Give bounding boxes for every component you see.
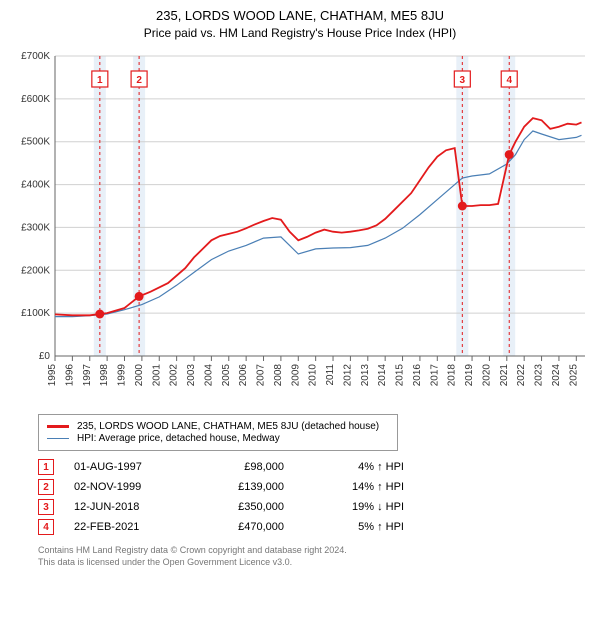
svg-text:2022: 2022: [516, 364, 527, 387]
svg-text:2001: 2001: [151, 364, 162, 387]
svg-text:2005: 2005: [221, 364, 232, 387]
svg-text:2013: 2013: [360, 364, 371, 387]
sale-price: £350,000: [204, 501, 284, 513]
svg-text:2021: 2021: [499, 364, 510, 387]
svg-text:2006: 2006: [238, 364, 249, 387]
svg-text:2012: 2012: [342, 364, 353, 387]
svg-text:£300K: £300K: [21, 222, 50, 233]
svg-text:2: 2: [136, 75, 142, 86]
svg-text:2025: 2025: [568, 364, 579, 387]
svg-text:2019: 2019: [464, 364, 475, 387]
sale-price: £139,000: [204, 481, 284, 493]
svg-text:4: 4: [506, 75, 512, 86]
svg-text:2014: 2014: [377, 364, 388, 387]
svg-text:1: 1: [97, 75, 103, 86]
attribution-footer: Contains HM Land Registry data © Crown c…: [38, 545, 590, 568]
sale-row: 1 01-AUG-1997 £98,000 4% ↑ HPI: [38, 459, 590, 475]
sale-pct: 14% ↑ HPI: [304, 481, 404, 493]
svg-text:1997: 1997: [82, 364, 93, 387]
svg-text:£200K: £200K: [21, 265, 50, 276]
svg-text:1998: 1998: [99, 364, 110, 387]
sale-pct: 4% ↑ HPI: [304, 461, 404, 473]
sale-date: 22-FEB-2021: [74, 521, 184, 533]
svg-text:£600K: £600K: [21, 94, 50, 105]
svg-text:2010: 2010: [308, 364, 319, 387]
sale-date: 02-NOV-1999: [74, 481, 184, 493]
svg-text:£700K: £700K: [21, 51, 50, 62]
sale-row: 3 12-JUN-2018 £350,000 19% ↓ HPI: [38, 499, 590, 515]
svg-text:2024: 2024: [551, 364, 562, 387]
legend-label: HPI: Average price, detached house, Medw…: [77, 433, 280, 444]
svg-text:2002: 2002: [169, 364, 180, 387]
sales-table: 1 01-AUG-1997 £98,000 4% ↑ HPI 2 02-NOV-1999 £…: [10, 459, 590, 535]
sale-marker-box: 3: [38, 499, 54, 515]
svg-text:2015: 2015: [395, 364, 406, 387]
sale-marker-box: 1: [38, 459, 54, 475]
svg-text:2011: 2011: [325, 364, 336, 386]
svg-text:2020: 2020: [481, 364, 492, 387]
sale-marker-box: 4: [38, 519, 54, 535]
sale-price: £98,000: [204, 461, 284, 473]
svg-text:2009: 2009: [290, 364, 301, 387]
legend-item: 235, LORDS WOOD LANE, CHATHAM, ME5 8JU (…: [47, 421, 389, 432]
svg-text:£400K: £400K: [21, 180, 50, 191]
svg-text:2003: 2003: [186, 364, 197, 387]
chart-title: 235, LORDS WOOD LANE, CHATHAM, ME5 8JU: [10, 8, 590, 23]
chart-container: 235, LORDS WOOD LANE, CHATHAM, ME5 8JU P…: [0, 0, 600, 576]
svg-text:1996: 1996: [64, 364, 75, 387]
legend-swatch: [47, 438, 69, 440]
legend-item: HPI: Average price, detached house, Medw…: [47, 433, 389, 444]
chart-plot: £0 £100K £200K £300K £400K £500K £600K £700K 199…: [10, 46, 590, 406]
sale-pct: 19% ↓ HPI: [304, 501, 404, 513]
svg-text:3: 3: [460, 75, 466, 86]
svg-text:£0: £0: [39, 351, 51, 362]
sale-date: 12-JUN-2018: [74, 501, 184, 513]
footer-line-1: Contains HM Land Registry data © Crown c…: [38, 545, 590, 557]
svg-text:1995: 1995: [47, 364, 58, 387]
sale-pct: 5% ↑ HPI: [304, 521, 404, 533]
sale-row: 4 22-FEB-2021 £470,000 5% ↑ HPI: [38, 519, 590, 535]
svg-text:£500K: £500K: [21, 137, 50, 148]
footer-line-2: This data is licensed under the Open Gov…: [38, 557, 590, 569]
legend: 235, LORDS WOOD LANE, CHATHAM, ME5 8JU (…: [38, 414, 398, 451]
svg-text:£100K: £100K: [21, 308, 50, 319]
svg-text:2018: 2018: [447, 364, 458, 387]
chart-subtitle: Price paid vs. HM Land Registry's House …: [10, 26, 590, 40]
sale-price: £470,000: [204, 521, 284, 533]
legend-label: 235, LORDS WOOD LANE, CHATHAM, ME5 8JU (…: [77, 421, 379, 432]
chart-svg: £0 £100K £200K £300K £400K £500K £600K £700K 199…: [10, 46, 590, 406]
svg-text:2008: 2008: [273, 364, 284, 387]
svg-text:2000: 2000: [134, 364, 145, 387]
svg-text:2016: 2016: [412, 364, 423, 387]
svg-text:2017: 2017: [429, 364, 440, 387]
sale-date: 01-AUG-1997: [74, 461, 184, 473]
sale-row: 2 02-NOV-1999 £139,000 14% ↑ HPI: [38, 479, 590, 495]
svg-text:2023: 2023: [534, 364, 545, 387]
svg-text:2004: 2004: [203, 364, 214, 387]
svg-text:2007: 2007: [256, 364, 267, 387]
legend-swatch: [47, 425, 69, 428]
sale-marker-box: 2: [38, 479, 54, 495]
svg-text:1999: 1999: [117, 364, 128, 387]
